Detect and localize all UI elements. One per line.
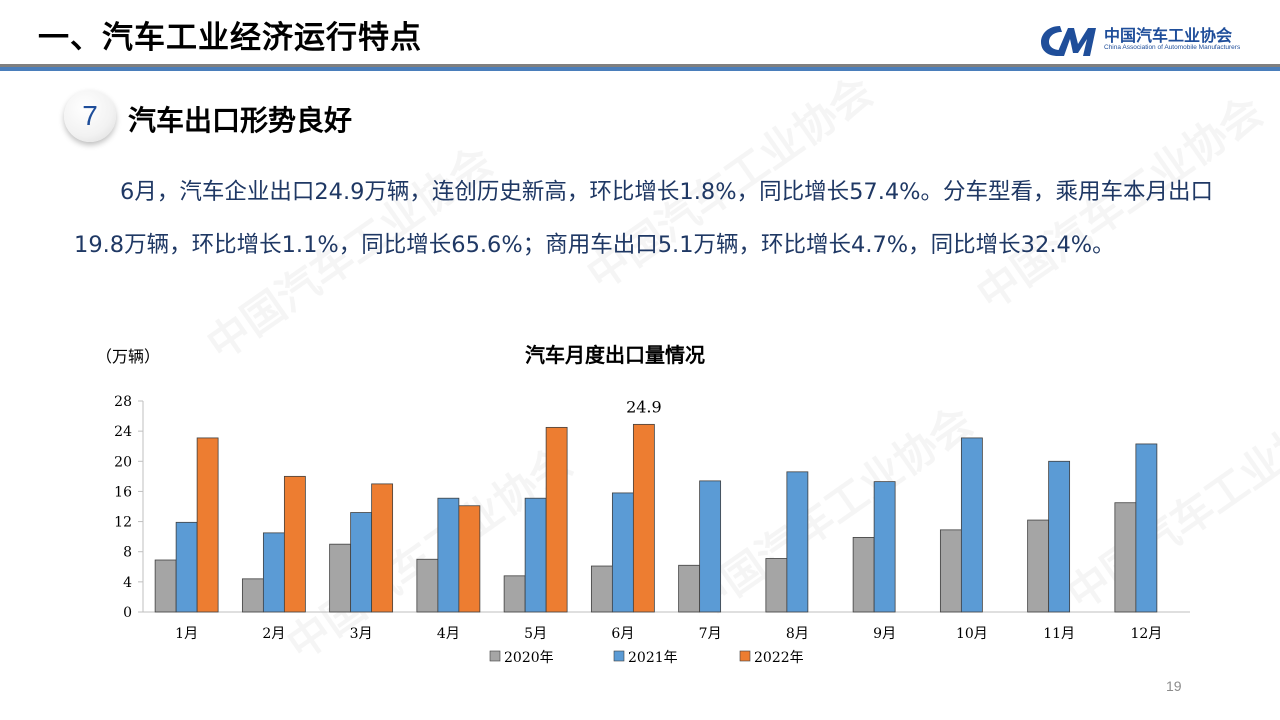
y-tick-label: 28	[114, 394, 132, 410]
bar-2021年-12月	[1135, 443, 1158, 613]
bar-2021年-9月	[873, 481, 896, 613]
bar-2021年-4月	[437, 497, 460, 613]
chart-tick-labels: 0 4 8 12 16 20 24 28 1月 2月 3月 4月 5月 6月 7月 8月 9月 10月 11月 12月…	[114, 394, 1162, 642]
bar-2022年-6月	[632, 423, 655, 613]
bar-2020年-2月	[241, 578, 264, 613]
x-tick-label: 11月	[1043, 626, 1075, 642]
logo-name-en: China Association of Automobile Manufact…	[1104, 44, 1241, 51]
y-tick-label: 16	[114, 484, 132, 500]
bar-2021年-11月	[1048, 460, 1071, 613]
bar-2021年-2月	[262, 532, 285, 613]
x-tick-label: 8月	[786, 626, 809, 642]
bar-2020年-6月	[590, 565, 613, 613]
header-divider-accent	[0, 67, 1280, 71]
bar-2020年-12月	[1114, 502, 1137, 613]
x-tick-label: 3月	[350, 626, 373, 642]
bar-2021年-3月	[350, 512, 373, 613]
caam-logo-icon	[1041, 26, 1096, 56]
x-tick-label: 9月	[873, 626, 896, 642]
x-tick-label: 5月	[524, 626, 547, 642]
bar-2021年-10月	[960, 437, 983, 613]
bar-2022年-5月	[545, 426, 568, 613]
chart-title: 汽车月度出口量情况	[525, 343, 705, 367]
section-title: 汽车出口形势良好	[128, 104, 353, 137]
x-tick-label: 4月	[437, 626, 460, 642]
bar-2022年-3月	[371, 483, 394, 613]
data-label: 24.9	[626, 397, 662, 416]
page-title: 一、汽车工业经济运行特点	[38, 20, 422, 56]
bar-2022年-4月	[458, 505, 481, 613]
y-tick-label: 24	[114, 424, 132, 440]
bar-2020年-8月	[765, 558, 788, 613]
bar-2021年-6月	[611, 492, 634, 613]
bar-2020年-10月	[939, 529, 962, 613]
bar-2020年-4月	[416, 558, 439, 613]
logo: 中国汽车工业协会 China Association of Automobile…	[1038, 20, 1278, 62]
bar-2020年-11月	[1027, 519, 1050, 613]
y-tick-label: 4	[123, 575, 132, 591]
legend-label: 2021年	[628, 650, 678, 666]
bar-2021年-1月	[175, 521, 198, 613]
y-tick-label: 8	[123, 545, 132, 561]
header-divider	[0, 64, 1280, 67]
bar-2020年-5月	[503, 575, 526, 613]
y-tick-label: 20	[114, 454, 132, 470]
bar-2020年-1月	[154, 559, 177, 613]
x-tick-label: 7月	[699, 626, 722, 642]
legend-swatch	[739, 650, 751, 662]
summary-paragraph: 6月，汽车企业出口24.9万辆，连创历史新高，环比增长1.8%，同比增长57.4…	[74, 179, 1214, 258]
bar-2020年-7月	[678, 564, 701, 613]
bar-2022年-2月	[283, 475, 306, 613]
bar-2021年-8月	[786, 471, 809, 613]
bar-2020年-3月	[329, 543, 352, 613]
x-tick-label: 2月	[262, 626, 285, 642]
bar-2022年-1月	[196, 437, 219, 613]
y-axis-unit-label: （万辆）	[96, 347, 160, 366]
x-tick-label: 6月	[611, 626, 634, 642]
bar-2021年-5月	[524, 497, 547, 613]
logo-name-cn: 中国汽车工业协会	[1104, 26, 1233, 45]
x-tick-label: 12月	[1130, 626, 1162, 642]
bar-2020年-9月	[852, 536, 875, 613]
y-tick-label: 0	[123, 605, 132, 621]
bar-2021年-7月	[699, 480, 722, 613]
y-tick-label: 12	[114, 515, 132, 531]
legend-label: 2022年	[754, 650, 804, 666]
legend-label: 2020年	[504, 650, 554, 666]
x-tick-label: 1月	[175, 626, 198, 642]
section-number-badge: 7	[64, 90, 116, 142]
legend-swatch	[489, 650, 501, 662]
legend-swatch	[613, 650, 625, 662]
chart-bars	[154, 423, 1158, 613]
chart-axes	[138, 400, 1190, 613]
x-tick-label: 10月	[956, 626, 988, 642]
chart-legend: 2020年 2021年 2022年	[489, 650, 804, 666]
page-number: 19	[1166, 678, 1182, 694]
